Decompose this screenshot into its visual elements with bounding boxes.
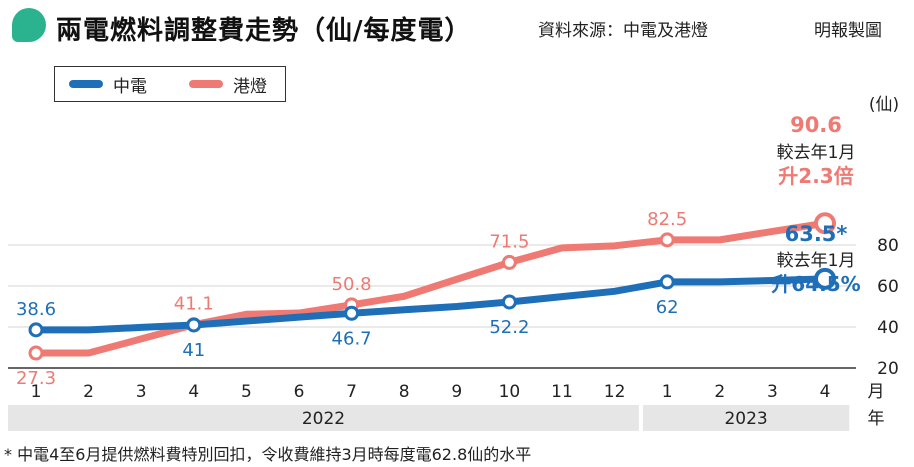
brand-badge-icon (12, 8, 46, 42)
data-source: 資料來源：中電及港燈 (538, 21, 708, 41)
x-tick-label: 2 (83, 382, 94, 402)
chart-header: 兩電燃料調整費走勢（仙/每度電） 資料來源：中電及港燈 明報製圖 (0, 0, 914, 58)
data-point-clp (501, 294, 517, 310)
data-point-hke (659, 232, 675, 248)
data-label-clp: 41 (182, 340, 205, 361)
x-tick-label: 3 (767, 382, 778, 402)
x-tick-label: 1 (662, 382, 673, 402)
x-axis-label: 月 (868, 382, 885, 402)
series-line-clp (32, 275, 829, 334)
y-tick-label-80: 80 (877, 236, 899, 256)
x-axis-label-year: 年 (868, 409, 885, 429)
data-point-clp (659, 274, 675, 290)
x-tick-label: 6 (294, 382, 305, 402)
data-label-hke: 71.5 (489, 231, 529, 252)
data-point-hke (501, 254, 517, 270)
year-band-2023 (642, 405, 850, 431)
change-value-clp: 升64.5% (771, 272, 860, 296)
y-axis-unit: (仙) (869, 95, 899, 115)
legend-swatch-hke (189, 80, 223, 88)
data-label-hke: 82.5 (647, 209, 687, 230)
end-value-hke: 90.6 (790, 113, 842, 137)
year-label-2023: 2023 (724, 409, 767, 429)
legend-label-clp: 中電 (113, 76, 147, 97)
x-tick-label: 10 (499, 382, 521, 402)
data-label-hke: 41.1 (174, 294, 214, 315)
y-tick-label-20: 20 (877, 359, 899, 379)
y-tick-label-40: 40 (877, 318, 899, 338)
data-label-clp: 62 (656, 297, 679, 318)
data-label-clp: 52.2 (489, 317, 529, 338)
x-tick-label: 4 (820, 382, 831, 402)
data-label-clp: 46.7 (332, 328, 372, 349)
x-tick-label: 9 (451, 382, 462, 402)
x-tick-label: 11 (551, 382, 573, 402)
legend-item-hke: 港燈 (189, 67, 267, 101)
data-label-hke: 27.3 (16, 368, 56, 389)
legend-swatch-clp (69, 80, 103, 88)
data-point-hke (28, 345, 44, 361)
chart-credit: 明報製圖 (814, 21, 882, 41)
series-line-hke (32, 219, 829, 357)
year-band-2022 (8, 405, 639, 431)
change-value-hke: 升2.3倍 (778, 164, 853, 188)
year-label-2022: 2022 (302, 409, 345, 429)
data-label-hke: 50.8 (332, 274, 372, 295)
x-tick-label: 12 (604, 382, 626, 402)
x-tick-label: 8 (399, 382, 410, 402)
data-label-clp: 38.6 (16, 299, 56, 320)
legend-item-clp: 中電 (69, 67, 147, 101)
x-tick-label: 4 (188, 382, 199, 402)
chart-title: 兩電燃料調整費走勢（仙/每度電） (56, 16, 472, 46)
data-point-hke (814, 212, 836, 235)
chart-legend: 中電 港燈 (54, 66, 286, 102)
legend-label-hke: 港燈 (233, 76, 267, 97)
x-tick-label: 3 (136, 382, 147, 402)
data-point-clp (814, 267, 836, 290)
data-point-clp (344, 305, 360, 321)
x-tick-label: 1 (31, 382, 42, 402)
y-tick-label-60: 60 (877, 277, 899, 297)
data-point-clp (28, 322, 44, 338)
data-point-clp (186, 317, 202, 333)
end-value-clp: 63.5* (785, 222, 848, 246)
change-caption-clp: 較去年1月 (777, 251, 856, 271)
x-tick-label: 7 (346, 382, 357, 402)
x-tick-label: 5 (241, 382, 252, 402)
change-caption-hke: 較去年1月 (777, 143, 856, 163)
footnote: * 中電4至6月提供燃料費特別回扣，令收費維持3月時每度電62.8仙的水平 (4, 445, 532, 464)
x-tick-label: 2 (714, 382, 725, 402)
